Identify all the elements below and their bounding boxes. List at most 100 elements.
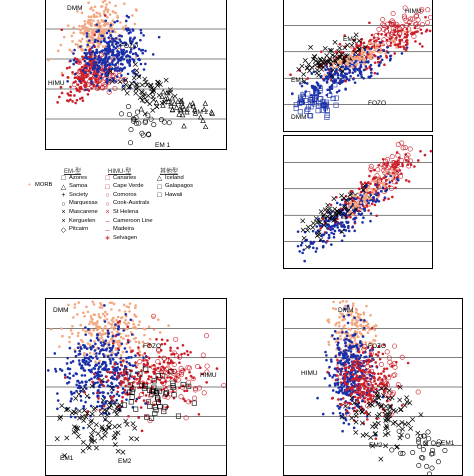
other-point — [352, 77, 355, 81]
himu-point — [358, 360, 364, 366]
annotation-dmm: DMM — [67, 5, 83, 12]
other-point — [346, 221, 350, 224]
annotation-fozo: FOZO — [368, 100, 387, 107]
himu-point — [414, 40, 417, 43]
other-point — [345, 198, 349, 202]
morb-point — [101, 0, 105, 4]
em-point — [159, 93, 165, 99]
other-point — [83, 51, 86, 55]
other-point — [367, 201, 370, 205]
himu-point — [394, 360, 398, 364]
other-point — [89, 404, 93, 408]
other-point — [88, 52, 92, 56]
other-point — [315, 247, 319, 250]
himu-point — [334, 378, 338, 382]
other-point — [106, 355, 110, 358]
morb-point — [114, 348, 118, 352]
himu-point — [124, 384, 128, 388]
morb-point — [378, 185, 382, 189]
morb-point — [110, 301, 114, 304]
other-point — [352, 426, 356, 430]
himu-point — [429, 149, 432, 153]
em-point — [109, 79, 115, 84]
morb-point — [131, 326, 135, 330]
morb-point — [377, 43, 380, 47]
other-point — [130, 333, 134, 336]
em-point — [190, 100, 196, 106]
em-point — [327, 47, 333, 53]
himu-point — [183, 415, 189, 421]
himu-point — [116, 386, 120, 389]
other-point — [102, 354, 106, 358]
morb-point — [115, 318, 118, 322]
other-point — [326, 226, 329, 230]
himu-point — [403, 23, 409, 29]
other-point — [130, 356, 133, 359]
morb-point — [98, 315, 101, 319]
other-point — [109, 362, 112, 365]
em-point — [155, 396, 161, 402]
himu-point — [81, 57, 85, 61]
em-point — [400, 451, 406, 457]
himu-point — [186, 379, 192, 385]
himu-point — [147, 375, 151, 378]
em-point — [362, 183, 368, 189]
morb-point — [369, 41, 372, 45]
himu-point — [143, 352, 147, 355]
morb-point — [356, 327, 360, 331]
other-point — [349, 350, 353, 353]
em-point — [142, 111, 148, 117]
himu-point — [354, 50, 358, 54]
morb-point — [343, 304, 347, 308]
em-point — [301, 235, 307, 241]
other-point — [90, 368, 93, 372]
other-point — [370, 374, 373, 378]
other-point — [347, 361, 350, 365]
other-point — [348, 71, 351, 74]
other-point — [80, 364, 84, 367]
other-point — [71, 360, 75, 363]
other-point — [321, 245, 325, 249]
other-point — [355, 346, 359, 349]
other-point — [93, 53, 97, 57]
legend-label: Madeira — [113, 226, 134, 233]
em-point — [329, 214, 335, 219]
other-point — [135, 41, 138, 45]
em-point — [123, 418, 129, 424]
other-point — [144, 62, 147, 66]
morb-point — [98, 12, 101, 16]
other-point — [361, 194, 364, 198]
other-point — [337, 81, 341, 85]
other-point — [56, 392, 59, 395]
other-point — [116, 19, 119, 23]
morb-point — [74, 43, 78, 46]
morb-point — [359, 323, 363, 327]
himu-point — [75, 98, 79, 102]
em-point — [366, 411, 372, 417]
himu-point — [400, 404, 404, 407]
em-point — [394, 444, 400, 450]
himu-point — [395, 382, 401, 388]
morb-point — [137, 323, 140, 327]
morb-point — [371, 50, 375, 54]
em-point — [75, 433, 81, 439]
em-point — [331, 196, 337, 202]
himu-point — [406, 30, 409, 34]
other-point — [88, 57, 91, 61]
em-point — [139, 130, 145, 136]
circle-open-icon: ○ — [61, 200, 66, 208]
himu-point — [362, 343, 368, 349]
morb-point — [77, 45, 80, 49]
himu-point — [56, 101, 59, 104]
em-point — [316, 219, 322, 225]
other-point — [300, 93, 306, 99]
morb-point — [95, 11, 98, 15]
himu-point — [414, 12, 420, 18]
other-point — [101, 360, 105, 364]
himu-point — [369, 390, 375, 396]
other-point — [293, 102, 299, 108]
himu-point — [180, 368, 186, 374]
other-point — [81, 367, 85, 370]
himu-point — [405, 152, 411, 158]
em-point — [324, 214, 330, 220]
